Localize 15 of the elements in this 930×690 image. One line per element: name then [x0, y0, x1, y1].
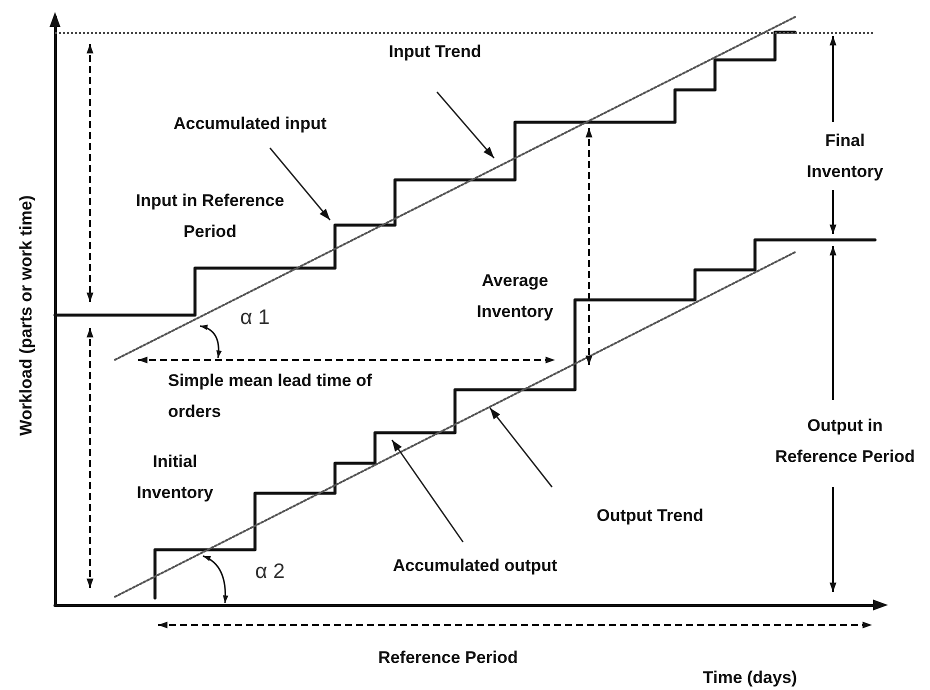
annotation: Output in Reference Period — [774, 415, 916, 468]
text: Reference Period — [377, 647, 519, 669]
annotation: Input Trend — [388, 41, 482, 63]
annotation: α 2 — [254, 559, 286, 585]
annotation: Accumulated input — [172, 113, 328, 135]
x-axis-title: Time (days) — [702, 667, 798, 689]
annotation: Initial Inventory — [136, 451, 214, 504]
annotation: Accumulated output — [392, 555, 558, 577]
annotation: Simple mean lead time of orders — [168, 370, 374, 423]
annotation: Output Trend — [596, 505, 704, 527]
annotation: α 1 — [239, 305, 271, 331]
annotation: Input in Reference Period — [134, 190, 286, 243]
annotation: Average Inventory — [476, 270, 554, 323]
y-axis-title: Workload (parts or work time) — [16, 194, 36, 438]
annotation: Final Inventory — [806, 130, 884, 183]
